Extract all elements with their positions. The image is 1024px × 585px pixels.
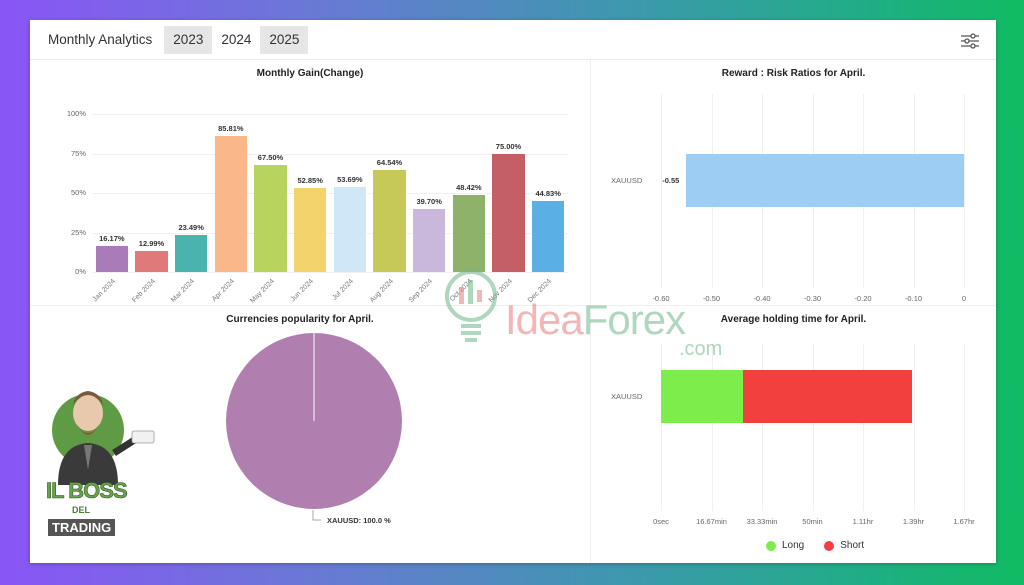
logo-text-il-boss: IL BOSS [46,478,128,504]
x-gridline [762,344,763,511]
page-title: Monthly Analytics [48,32,153,47]
panel-divider-vertical [590,60,591,563]
analytics-card: Monthly Analytics 2023 2024 2025 Monthly… [30,20,996,563]
x-tick-label: 1.11hr [852,517,874,526]
gain-bar[interactable] [531,201,565,272]
short-legend-label[interactable]: Short [840,540,865,551]
x-tick-label: -0.60 [652,294,670,303]
x-gridline [711,344,713,511]
x-gridline [964,94,965,288]
y-tick-label: 0% [75,267,86,276]
long-holding-bar[interactable] [661,370,743,423]
x-gridline [863,344,864,511]
gain-bar[interactable] [214,136,248,272]
pie-slice-label: XAUUSD: 100.0 % [327,516,391,525]
x-tick-label: -0.30 [803,294,822,303]
pie-label-connector [312,510,321,521]
x-tick-label: 0 [961,294,967,303]
gain-bar-value: 39.70% [416,197,442,207]
y-gridline [92,193,568,194]
y-gridline [92,114,568,115]
analytics-header: Monthly Analytics 2023 2024 2025 [30,20,996,60]
gain-bar-value: 85.81% [218,124,244,134]
y-tick-label: 75% [70,148,86,158]
currencies-panel: Currencies popularity for April. XAUUSD:… [30,306,590,563]
y-tick-label: 50% [70,188,86,197]
x-tick-label: 1.67hr [953,517,975,526]
holding-time-title: Average holding time for April. [720,314,867,325]
gain-bar[interactable] [95,246,129,272]
x-tick-label: 50min [802,517,823,526]
x-gridline [661,94,662,288]
reward-risk-title: Reward : Risk Ratios for April. [721,68,866,79]
y-gridline [92,272,568,273]
x-tick-label: -0.10 [904,294,923,303]
gain-bar-value: 67.50% [257,153,284,163]
gain-bar-value: 52.85% [297,176,323,186]
monthly-gain-panel: Monthly Gain(Change) 0% 25% 50% 75% 100% 16.1… [30,60,590,305]
monthly-gain-title: Monthly Gain(Change) [256,68,364,79]
long-legend-dot [766,540,776,551]
reward-risk-panel: Reward : Risk Ratios for April. -0.60 -0.… [591,60,996,305]
gain-bar-value: 23.49% [178,222,204,232]
gain-bar-value: 48.42% [456,183,482,193]
filter-button[interactable] [960,32,980,50]
gain-bar[interactable] [452,195,486,272]
x-tick-label: -0.20 [854,294,872,303]
x-gridline [913,344,915,511]
holding-time-legend: Long Short [766,540,864,551]
currencies-pie-chart[interactable] [225,332,403,510]
gain-bar-value: 64.54% [376,158,403,168]
x-gridline [964,344,965,511]
category-label: XAUUSD [611,391,643,401]
gain-bar-value: 16.17% [99,234,125,244]
x-gridline [661,344,662,511]
gain-bar[interactable] [254,165,287,272]
x-tick-label: -0.40 [753,294,771,303]
x-tick-label: 16.67min [696,517,727,526]
holding-time-panel: Average holding time for April. 0sec 16.6… [591,306,996,563]
logo-text-trading: TRADING [48,519,116,536]
gain-bar[interactable] [492,153,525,272]
x-tick-label: 33.33min [746,517,778,526]
gain-bar-value: 53.69% [337,175,363,185]
category-label: XAUUSD [611,175,643,185]
gain-bar[interactable] [373,170,406,272]
gain-bar-value: 44.83% [535,189,561,199]
reward-risk-bar[interactable] [686,154,964,207]
gain-bar[interactable] [333,187,367,272]
tab-2023[interactable]: 2023 [164,25,213,54]
x-gridline [812,344,814,511]
gain-bar[interactable] [135,251,168,272]
sliders-icon [961,33,979,49]
panel-divider-horizontal [30,305,996,306]
short-holding-bar[interactable] [742,370,913,423]
gain-bar[interactable] [293,188,327,272]
gain-bar[interactable] [412,209,446,272]
y-tick-label: 100% [66,109,86,118]
tab-2025[interactable]: 2025 [260,25,309,54]
trader-mascot-icon [52,391,155,485]
short-legend-dot [824,540,835,551]
gain-bar[interactable] [174,234,208,272]
logo-text-del: DEL [72,505,90,515]
gain-bar-value: 75.00% [495,141,522,151]
currencies-title: Currencies popularity for April. [226,314,374,325]
gain-bar-value: 12.99% [138,239,165,249]
y-gridline [92,232,568,234]
x-tick-label: 0sec [653,517,669,526]
long-legend-label[interactable]: Long [782,540,805,551]
x-tick-label: 1.39hr [902,517,925,526]
y-gridline [92,153,568,155]
x-tick-label: -0.50 [702,294,721,303]
y-tick-label: 25% [70,227,86,237]
il-boss-del-trading-logo: IL BOSS DEL TRADING [44,375,164,545]
tab-2024[interactable]: 2024 [212,25,261,54]
reward-risk-value: -0.55 [662,175,680,185]
